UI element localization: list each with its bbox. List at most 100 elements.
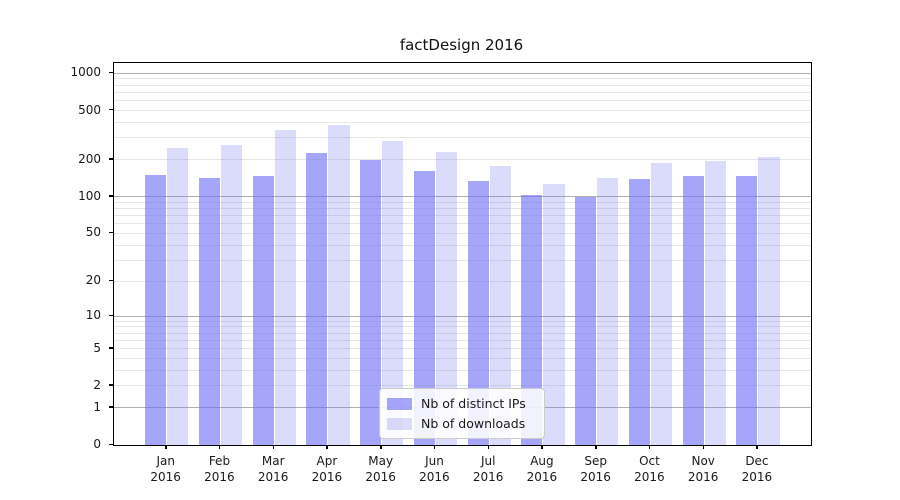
- gridline-major-100: [114, 196, 811, 198]
- x-tick-mark-jun: [433, 445, 436, 450]
- x-tick-label-jan-2016: Jan 2016: [150, 454, 181, 484]
- x-tick-mark-may: [380, 445, 382, 450]
- gridline-minor-5: [114, 348, 811, 350]
- y-tick-label-100: 100: [78, 188, 101, 203]
- gridline-minor-700: [114, 91, 811, 93]
- gridline-major-10: [114, 315, 811, 317]
- legend-entry-downloads: Nb of downloads: [387, 416, 534, 431]
- bar-downloads-feb: [220, 145, 243, 445]
- bar-downloads-jun: [435, 152, 458, 445]
- gridline-minor-9: [114, 320, 811, 322]
- x-tick-label-jun-2016: Jun 2016: [419, 454, 450, 484]
- y-tick-mark-1000: [109, 71, 113, 74]
- bar-ips-jul: [467, 181, 489, 445]
- gridline-minor-3: [114, 369, 811, 371]
- gridline-minor-300: [114, 137, 811, 139]
- bar-ips-jun: [413, 170, 435, 445]
- bar-ips-feb: [198, 177, 220, 445]
- y-tick-mark-20: [109, 279, 113, 282]
- y-tick-mark-0: [109, 443, 113, 445]
- bar-downloads-sep: [597, 178, 619, 445]
- bar-ips-apr: [306, 152, 328, 445]
- bar-ips-sep: [575, 196, 597, 445]
- gridline-minor-800: [114, 84, 811, 86]
- x-tick-label-feb-2016: Feb 2016: [204, 454, 235, 484]
- x-tick-mark-feb: [218, 445, 221, 450]
- x-tick-mark-jan: [165, 445, 167, 450]
- y-tick-label-20: 20: [85, 273, 101, 288]
- gridline-minor-2: [114, 385, 811, 387]
- gridline-minor-400: [114, 122, 811, 124]
- gridline-minor-60: [114, 223, 811, 225]
- gridline-major-1000: [114, 72, 811, 74]
- gridline-minor-7: [114, 332, 811, 334]
- gridline-minor-500: [114, 110, 811, 112]
- bar-downloads-may: [382, 141, 404, 445]
- y-tick-label-2: 2: [93, 377, 101, 392]
- legend: Nb of distinct IPs Nb of downloads: [379, 388, 545, 439]
- gridline-minor-4: [114, 357, 811, 359]
- bar-downloads-nov: [704, 161, 726, 445]
- x-tick-label-oct-2016: Oct 2016: [634, 454, 665, 484]
- x-tick-label-mar-2016: Mar 2016: [257, 454, 289, 484]
- x-tick-mark-apr: [326, 445, 328, 450]
- gridline-minor-200: [114, 159, 811, 161]
- y-tick-label-5: 5: [93, 340, 101, 355]
- y-tick-mark-50: [109, 231, 113, 234]
- bar-downloads-jan: [167, 147, 189, 445]
- legend-label-distinct-ips: Nb of distinct IPs: [421, 396, 526, 411]
- bar-ips-may: [360, 160, 382, 445]
- y-tick-label-50: 50: [85, 225, 101, 240]
- bar-ips-aug: [521, 194, 543, 445]
- bar-ips-oct: [628, 178, 650, 445]
- x-tick-mark-aug: [541, 445, 543, 450]
- bar-downloads-mar: [274, 130, 296, 445]
- legend-swatch-distinct-ips: [387, 397, 412, 410]
- y-tick-mark-500: [109, 109, 113, 111]
- y-tick-label-10: 10: [85, 308, 101, 322]
- y-tick-label-1: 1: [93, 399, 101, 414]
- x-tick-mark-dec: [756, 445, 758, 450]
- gridline-minor-50: [114, 232, 811, 234]
- x-tick-label-may-2016: May 2016: [365, 454, 396, 484]
- gridline-minor-8: [114, 326, 811, 328]
- gridline-minor-20: [114, 280, 811, 282]
- x-tick-label-dec-2016: Dec 2016: [741, 454, 773, 484]
- gridline-minor-30: [114, 259, 811, 261]
- gridline-minor-6: [114, 339, 811, 341]
- y-tick-mark-10: [109, 314, 113, 316]
- y-tick-label-200: 200: [78, 151, 101, 166]
- bar-ips-dec: [736, 176, 758, 445]
- bar-ips-jan: [145, 175, 167, 445]
- gridline-minor-900: [114, 78, 811, 80]
- gridline-minor-80: [114, 208, 811, 210]
- gridline-minor-90: [114, 201, 811, 203]
- x-tick-mark-jul: [487, 445, 490, 450]
- bar-downloads-oct: [650, 163, 673, 445]
- x-tick-mark-sep: [595, 445, 597, 450]
- gridline-minor-600: [114, 100, 811, 102]
- bar-ips-nov: [682, 175, 704, 445]
- chart-title: factDesign 2016: [399, 36, 524, 54]
- y-tick-mark-100: [109, 195, 113, 197]
- x-tick-label-jul-2016: Jul 2016: [472, 454, 504, 484]
- bar-downloads-apr: [328, 125, 350, 445]
- plot-area: Nb of distinct IPs Nb of downloads: [113, 62, 812, 446]
- x-tick-label-aug-2016: Aug 2016: [526, 454, 558, 484]
- x-tick-label-nov-2016: Nov 2016: [687, 454, 719, 484]
- y-tick-mark-1: [109, 406, 113, 408]
- y-tick-label-1000: 1000: [70, 65, 101, 80]
- y-tick-mark-200: [109, 158, 113, 160]
- y-tick-label-500: 500: [78, 102, 101, 117]
- y-tick-mark-2: [109, 384, 113, 386]
- bar-downloads-jul: [489, 165, 511, 445]
- y-tick-mark-5: [109, 347, 113, 349]
- x-tick-label-sep-2016: Sep 2016: [580, 454, 611, 484]
- legend-label-downloads: Nb of downloads: [421, 416, 526, 431]
- gridline-minor-40: [114, 244, 811, 246]
- bar-downloads-dec: [758, 156, 780, 445]
- y-tick-label-0: 0: [93, 437, 101, 451]
- x-tick-mark-oct: [648, 445, 651, 450]
- x-tick-label-apr-2016: Apr 2016: [311, 454, 343, 484]
